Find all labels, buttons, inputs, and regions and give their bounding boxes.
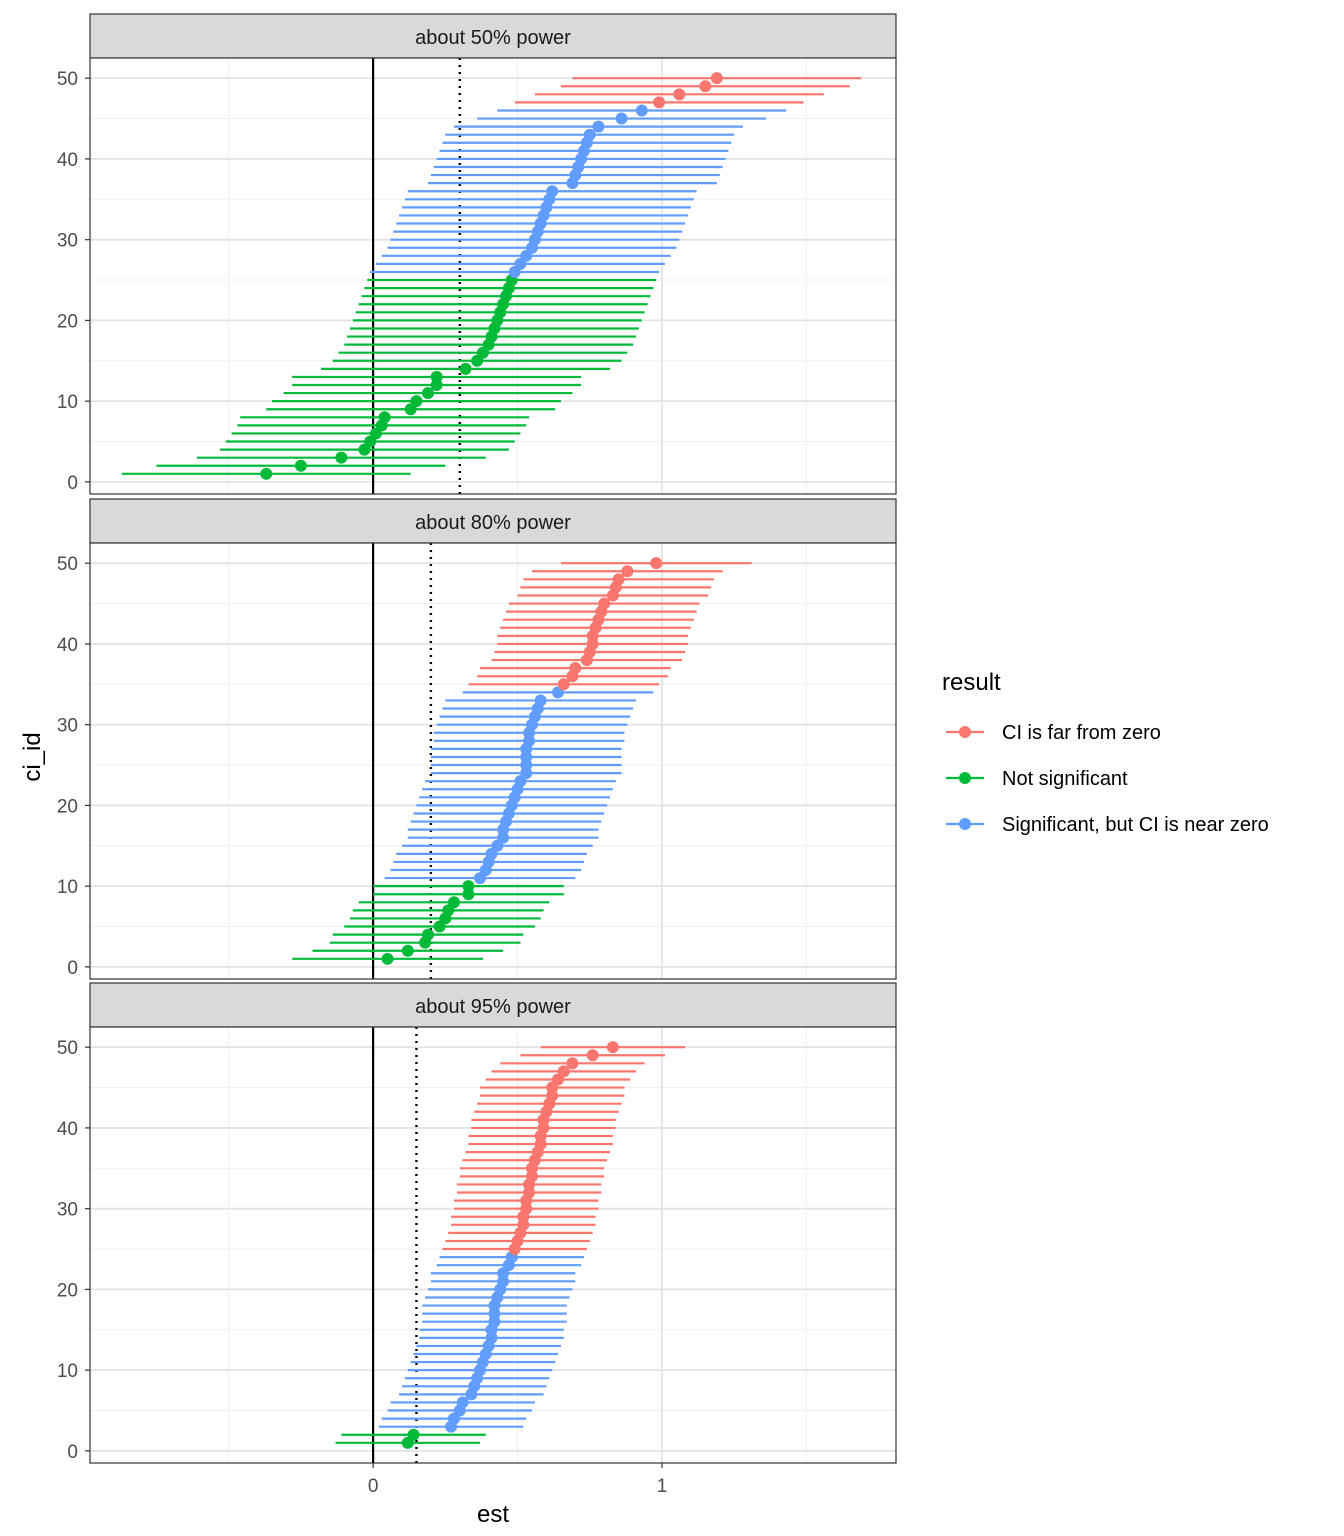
estimate-point bbox=[378, 411, 391, 424]
estimate-point bbox=[621, 565, 634, 578]
estimate-point bbox=[534, 694, 547, 707]
estimate-point bbox=[598, 597, 611, 610]
estimate-point bbox=[459, 362, 472, 375]
x-axis-title: est bbox=[477, 1501, 509, 1528]
series-ci-is-far-from-zero bbox=[442, 1041, 686, 1256]
legend-entry: Not significant bbox=[946, 768, 1128, 790]
panel-strip bbox=[89, 498, 897, 544]
panel-title: about 80% power bbox=[415, 512, 571, 534]
y-tick-label: 0 bbox=[67, 1442, 78, 1463]
y-tick-label: 10 bbox=[57, 392, 78, 413]
panel-title: about 95% power bbox=[415, 996, 571, 1018]
estimate-point bbox=[557, 678, 570, 691]
panel-2: about 80% power 0 10 20 30 40 50 bbox=[57, 498, 897, 980]
legend-title: result bbox=[942, 669, 1001, 696]
y-tick-label: 50 bbox=[57, 554, 78, 575]
legend-entry: CI is far from zero bbox=[946, 722, 1161, 744]
x-tick-label: 1 bbox=[657, 1476, 668, 1497]
legend: result CI is far from zero Not significan… bbox=[942, 669, 1269, 836]
estimate-point bbox=[407, 1428, 420, 1441]
y-tick-label: 30 bbox=[57, 231, 78, 252]
series-not-significant bbox=[121, 274, 657, 480]
estimate-point bbox=[462, 880, 475, 893]
estimate-point bbox=[410, 395, 423, 408]
series-significant-but-ci-is-near-zero bbox=[370, 104, 787, 278]
estimate-point bbox=[456, 1396, 469, 1409]
estimate-point bbox=[606, 1041, 619, 1054]
series-not-significant bbox=[292, 880, 564, 965]
estimate-point bbox=[294, 459, 307, 472]
panel-background bbox=[90, 58, 896, 494]
y-tick-label: 50 bbox=[57, 1038, 78, 1059]
estimate-point bbox=[422, 387, 434, 400]
y-tick-label: 20 bbox=[57, 311, 78, 332]
estimate-point bbox=[335, 451, 348, 464]
legend-label: Not significant bbox=[1002, 768, 1128, 790]
series-ci-is-far-from-zero bbox=[468, 557, 752, 691]
estimate-point bbox=[448, 896, 460, 909]
estimate-point bbox=[653, 96, 666, 109]
legend-key-point bbox=[959, 772, 971, 784]
estimate-point bbox=[699, 80, 712, 93]
estimate-point bbox=[260, 467, 273, 480]
estimate-point bbox=[557, 1065, 570, 1078]
estimate-point bbox=[430, 370, 443, 383]
series-not-significant bbox=[335, 1428, 486, 1449]
y-tick-label: 30 bbox=[57, 1200, 78, 1221]
legend-key-point bbox=[959, 818, 971, 830]
series-ci-is-far-from-zero bbox=[514, 72, 862, 109]
estimate-point bbox=[592, 120, 605, 133]
estimate-point bbox=[546, 185, 559, 198]
y-tick-label: 40 bbox=[57, 635, 78, 656]
estimate-point bbox=[612, 573, 625, 586]
panel-1: about 50% power 0 10 20 30 40 50 bbox=[57, 13, 897, 495]
y-tick-label: 40 bbox=[57, 1119, 78, 1140]
estimate-point bbox=[586, 1049, 599, 1062]
estimate-point bbox=[710, 72, 723, 85]
y-tick-label: 0 bbox=[67, 958, 78, 979]
estimate-point bbox=[673, 88, 686, 101]
y-tick-label: 20 bbox=[57, 1280, 78, 1301]
y-tick-label: 40 bbox=[57, 150, 78, 171]
estimate-point bbox=[583, 128, 596, 141]
panel-border bbox=[89, 57, 897, 495]
estimate-point bbox=[566, 1057, 579, 1070]
estimate-point bbox=[401, 944, 414, 957]
y-tick-label: 10 bbox=[57, 877, 78, 898]
estimate-point bbox=[650, 557, 663, 570]
estimate-point bbox=[569, 662, 582, 675]
series-significant-but-ci-is-near-zero bbox=[384, 686, 654, 885]
y-tick-label: 30 bbox=[57, 716, 78, 737]
y-tick-label: 10 bbox=[57, 1361, 78, 1382]
estimate-point bbox=[422, 928, 434, 941]
legend-label: Significant, but CI is near zero bbox=[1002, 814, 1269, 836]
y-tick-label: 20 bbox=[57, 796, 78, 817]
estimate-point bbox=[615, 112, 628, 125]
estimate-point bbox=[381, 952, 394, 965]
legend-entry: Significant, but CI is near zero bbox=[946, 814, 1269, 836]
legend-key-point bbox=[959, 726, 971, 738]
y-tick-label: 0 bbox=[67, 473, 78, 494]
series-significant-but-ci-is-near-zero bbox=[378, 1251, 584, 1433]
panel-background bbox=[90, 543, 896, 979]
panel-background bbox=[90, 1027, 896, 1463]
panel-3: about 95% power 0 10 20 30 40 50 bbox=[57, 982, 897, 1464]
panel-strip bbox=[89, 13, 897, 59]
x-tick-label: 0 bbox=[368, 1476, 379, 1497]
panel-border bbox=[89, 1026, 897, 1464]
y-tick-label: 50 bbox=[57, 69, 78, 90]
panel-strip bbox=[89, 982, 897, 1028]
estimate-point bbox=[635, 104, 648, 117]
panel-border bbox=[89, 542, 897, 980]
y-axis-title: ci_id bbox=[19, 732, 46, 781]
panel-title: about 50% power bbox=[415, 27, 571, 49]
legend-label: CI is far from zero bbox=[1002, 722, 1161, 744]
